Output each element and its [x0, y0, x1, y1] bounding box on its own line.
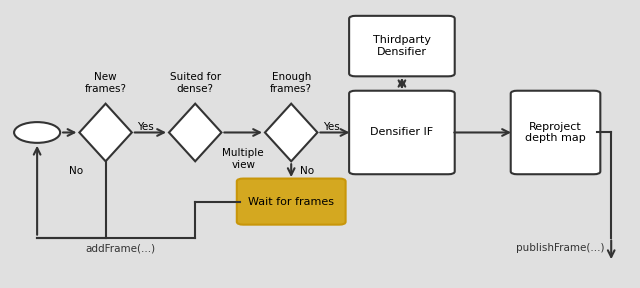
Text: Thirdparty
Densifier: Thirdparty Densifier — [373, 35, 431, 57]
Text: Multiple
view: Multiple view — [222, 148, 264, 170]
FancyBboxPatch shape — [511, 91, 600, 174]
Text: addFrame(...): addFrame(...) — [85, 243, 156, 253]
Text: Enough
frames?: Enough frames? — [270, 72, 312, 94]
Polygon shape — [169, 104, 221, 161]
Text: Suited for
dense?: Suited for dense? — [170, 72, 221, 94]
FancyBboxPatch shape — [349, 91, 454, 174]
Text: Yes: Yes — [323, 122, 339, 132]
FancyBboxPatch shape — [349, 16, 454, 76]
Text: No: No — [69, 166, 83, 176]
Text: No: No — [300, 166, 314, 176]
Circle shape — [14, 122, 60, 143]
Polygon shape — [265, 104, 317, 161]
Polygon shape — [79, 104, 132, 161]
Text: Yes: Yes — [137, 122, 154, 132]
Text: publishFrame(...): publishFrame(...) — [516, 243, 605, 253]
Text: Wait for frames: Wait for frames — [248, 197, 334, 206]
Text: New
frames?: New frames? — [84, 72, 127, 94]
Text: Reproject
depth map: Reproject depth map — [525, 122, 586, 143]
Text: Densifier IF: Densifier IF — [371, 128, 433, 137]
FancyBboxPatch shape — [237, 179, 346, 225]
